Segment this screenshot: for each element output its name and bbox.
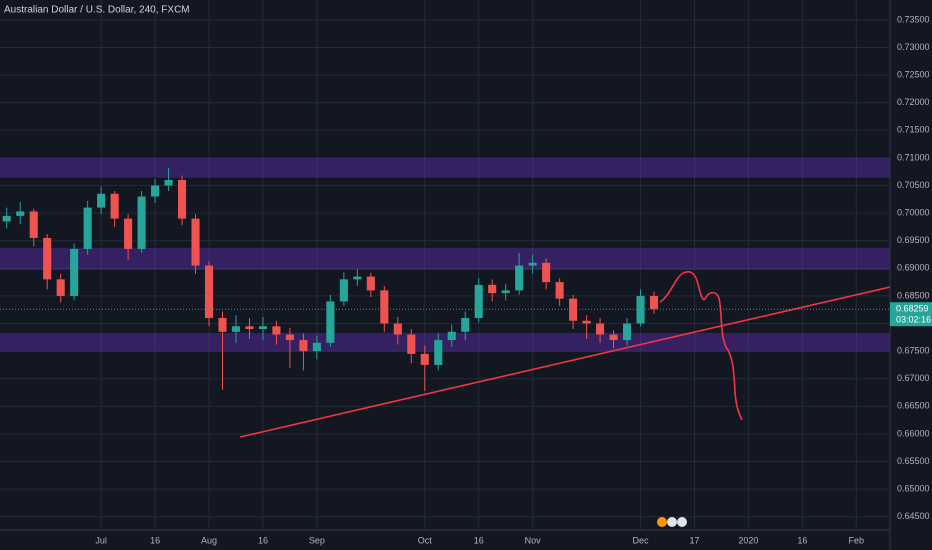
candle-body [623, 323, 632, 341]
candle-body [204, 265, 214, 318]
candle-body [501, 290, 510, 294]
candle-body [474, 284, 483, 318]
candle-body [272, 326, 281, 335]
y-tick-label: 0.68500 [897, 290, 930, 300]
x-tick-label: 16 [258, 535, 268, 545]
zone [0, 157, 890, 178]
candle-body [124, 218, 133, 249]
candle-body [299, 340, 308, 352]
zone [0, 247, 890, 270]
y-tick-label: 0.72000 [897, 97, 930, 107]
candle-body [56, 279, 65, 296]
x-tick-label: Dec [633, 535, 650, 545]
candle-body [97, 193, 106, 208]
y-tick-label: 0.64500 [897, 511, 930, 521]
candle-body [434, 340, 443, 365]
candle-body [137, 196, 146, 249]
x-tick-label: 16 [797, 535, 807, 545]
y-tick-label: 0.65000 [897, 484, 930, 494]
trend-line [239, 286, 891, 438]
grid-layer [0, 0, 890, 530]
x-tick-label: Aug [201, 535, 217, 545]
x-tick-label: 2020 [738, 535, 758, 545]
candle-body [515, 265, 524, 291]
candle-body [555, 282, 564, 299]
x-tick-label: Nov [525, 535, 542, 545]
candle-body [29, 211, 38, 238]
candle-body [16, 211, 25, 216]
candle-body [636, 295, 645, 324]
candle-body [245, 326, 254, 330]
candle-body [582, 320, 591, 324]
candle-body [461, 318, 470, 332]
event-icon [657, 517, 667, 527]
candle-body [528, 262, 537, 266]
last-price-label: 0.68259 [896, 304, 929, 314]
x-tick-label: Oct [418, 535, 433, 545]
y-tick-label: 0.69500 [897, 235, 930, 245]
y-tick-label: 0.73500 [897, 14, 930, 24]
x-tick-label: Feb [849, 535, 865, 545]
x-tick-label: Sep [309, 535, 325, 545]
candle-body [2, 215, 11, 222]
candle-body [596, 323, 605, 335]
candle-body [43, 237, 52, 280]
projection-drawing [659, 270, 743, 421]
candle-body [285, 334, 294, 341]
candle-body [542, 262, 551, 283]
event-icon [677, 517, 687, 527]
candle-body [609, 334, 618, 341]
candle-body [366, 276, 375, 291]
candle-body [407, 334, 416, 354]
candle-body [339, 279, 348, 302]
candle-body [151, 185, 160, 197]
x-tick-label: 16 [474, 535, 484, 545]
candle-layer [2, 167, 659, 391]
candle-body [83, 207, 92, 249]
candle-body [393, 323, 402, 335]
x-tick-label: 17 [689, 535, 699, 545]
candle-body [312, 342, 321, 352]
event-icon [667, 517, 677, 527]
countdown-label: 03:02:16 [896, 315, 931, 325]
y-tick-label: 0.71000 [897, 152, 930, 162]
event-icons [657, 517, 687, 527]
candle-body [191, 218, 200, 266]
candle-body [488, 284, 497, 294]
y-tick-label: 0.69000 [897, 263, 930, 273]
y-tick-label: 0.66500 [897, 401, 930, 411]
y-tick-label: 0.66000 [897, 428, 930, 438]
y-tick-label: 0.73000 [897, 42, 930, 52]
candle-body [70, 248, 79, 296]
y-tick-label: 0.67000 [897, 373, 930, 383]
candle-body [164, 179, 173, 186]
y-tick-label: 0.70000 [897, 207, 930, 217]
candle-body [420, 353, 429, 365]
x-tick-label: 16 [150, 535, 160, 545]
chart-title: Australian Dollar / U.S. Dollar, 240, FX… [4, 5, 190, 16]
candle-body [231, 326, 241, 332]
candle-body [218, 318, 227, 332]
candle-body [380, 290, 389, 324]
candle-body [649, 295, 659, 310]
candle-body [110, 193, 119, 219]
zone [0, 332, 890, 352]
candle-body [326, 301, 335, 343]
last-price-box [890, 302, 932, 327]
candle-body [447, 331, 456, 341]
candle-body [353, 276, 362, 280]
candle-body [258, 326, 267, 330]
y-tick-label: 0.72500 [897, 69, 930, 79]
candle-body [178, 179, 187, 219]
y-tick-label: 0.71500 [897, 125, 930, 135]
y-tick-label: 0.70500 [897, 180, 930, 190]
x-tick-label: Jul [95, 535, 107, 545]
y-tick-label: 0.65500 [897, 456, 930, 466]
y-tick-label: 0.67500 [897, 346, 930, 356]
